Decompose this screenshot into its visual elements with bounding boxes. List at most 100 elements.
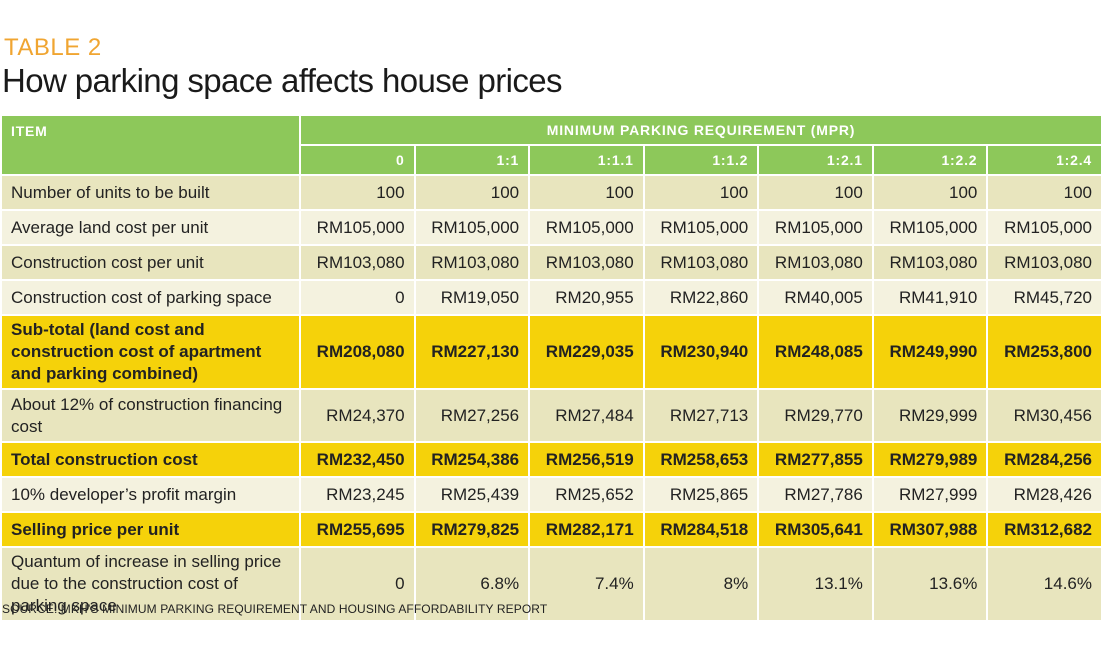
table-cell: RM230,940 xyxy=(643,315,760,390)
table-cell: RM105,000 xyxy=(529,210,645,246)
table-cell: RM25,652 xyxy=(529,477,645,513)
table-cell: RM27,999 xyxy=(872,477,989,513)
table-cell: RM30,456 xyxy=(987,389,1103,443)
mpr-column-header: 0 xyxy=(300,145,416,176)
table-cell: RM40,005 xyxy=(758,280,874,316)
table-cell: 13.6% xyxy=(872,547,989,622)
table-cell: RM229,035 xyxy=(529,315,645,390)
table-cell: RM45,720 xyxy=(987,280,1103,316)
table-cell: RM282,171 xyxy=(529,512,645,548)
table-cell: RM23,245 xyxy=(300,477,416,513)
table-cell: RM41,910 xyxy=(872,280,989,316)
table-cell: RM24,370 xyxy=(300,389,416,443)
table-cell: 100 xyxy=(758,175,874,211)
table-cell: 7.4% xyxy=(529,547,645,622)
table-cell: 100 xyxy=(300,175,416,211)
table-cell: RM103,080 xyxy=(872,245,989,281)
table-cell: RM103,080 xyxy=(987,245,1103,281)
table-cell: RM305,641 xyxy=(758,512,874,548)
table-cell: 100 xyxy=(414,175,531,211)
row-label: Construction cost per unit xyxy=(2,245,301,281)
table-cell: RM208,080 xyxy=(300,315,416,390)
table-cell: RM20,955 xyxy=(529,280,645,316)
mpr-column-header: 1:1 xyxy=(414,145,531,176)
row-label: Number of units to be built xyxy=(2,175,301,211)
table-cell: RM29,999 xyxy=(872,389,989,443)
table-cell: 14.6% xyxy=(987,547,1103,622)
mpr-column-header: 1:2.1 xyxy=(758,145,874,176)
row-label: About 12% of construction financing cost xyxy=(2,389,301,443)
table-cell: RM105,000 xyxy=(300,210,416,246)
table-cell: RM254,386 xyxy=(414,442,531,478)
table-cell: RM25,439 xyxy=(414,477,531,513)
table-cell: RM25,865 xyxy=(643,477,760,513)
row-label: Construction cost of parking space xyxy=(2,280,301,316)
table-cell: RM27,256 xyxy=(414,389,531,443)
table-row: Construction cost per unit RM103,080 RM103… xyxy=(2,245,1103,281)
table-cell: RM279,825 xyxy=(414,512,531,548)
table-cell: RM27,786 xyxy=(758,477,874,513)
table-row: Average land cost per unit RM105,000 RM105… xyxy=(2,210,1103,246)
table-cell: RM103,080 xyxy=(643,245,760,281)
table-cell: 0 xyxy=(300,547,416,622)
table-row: Quantum of increase in selling price due… xyxy=(2,547,1103,622)
table-cell: RM232,450 xyxy=(300,442,416,478)
table-cell: RM105,000 xyxy=(987,210,1103,246)
page-title: How parking space affects house prices xyxy=(2,62,563,99)
table-cell: RM27,713 xyxy=(643,389,760,443)
mpr-group-header: MINIMUM PARKING REQUIREMENT (MPR) xyxy=(300,116,1103,146)
table-cell: RM105,000 xyxy=(872,210,989,246)
table-cell: RM28,426 xyxy=(987,477,1103,513)
table-cell: 100 xyxy=(872,175,989,211)
table-cell: 8% xyxy=(643,547,760,622)
row-label: Sub-total (land cost and construction co… xyxy=(2,315,301,390)
table-row: Sub-total (land cost and construction co… xyxy=(2,315,1103,390)
row-label: Selling price per unit xyxy=(2,512,301,548)
table-cell: 6.8% xyxy=(414,547,531,622)
source-note: SOURCE: MKH’S MINIMUM PARKING REQUIREMEN… xyxy=(2,602,548,616)
table-cell: 0 xyxy=(300,280,416,316)
row-label: Quantum of increase in selling price due… xyxy=(2,547,301,622)
table-cell: RM279,989 xyxy=(872,442,989,478)
table-cell: RM258,653 xyxy=(643,442,760,478)
table-cell: RM253,800 xyxy=(987,315,1103,390)
table-row: Construction cost of parking space 0 RM19,… xyxy=(2,280,1103,316)
table-cell: RM227,130 xyxy=(414,315,531,390)
table-cell: RM256,519 xyxy=(529,442,645,478)
table-row: Number of units to be built 100 100 100 100 1… xyxy=(2,175,1103,211)
table-row: 10% developer’s profit margin RM23,245 RM2… xyxy=(2,477,1103,513)
table-cell: 100 xyxy=(529,175,645,211)
table-cell: RM284,256 xyxy=(987,442,1103,478)
mpr-column-header: 1:2.2 xyxy=(872,145,989,176)
table-cell: RM29,770 xyxy=(758,389,874,443)
table-cell: RM277,855 xyxy=(758,442,874,478)
table-cell: 100 xyxy=(643,175,760,211)
table-cell: RM103,080 xyxy=(758,245,874,281)
table-cell: RM105,000 xyxy=(758,210,874,246)
table-cell: RM19,050 xyxy=(414,280,531,316)
row-label: Average land cost per unit xyxy=(2,210,301,246)
parking-cost-table: ITEM MINIMUM PARKING REQUIREMENT (MPR) 0… xyxy=(2,116,1103,622)
table-cell: RM103,080 xyxy=(300,245,416,281)
row-label: Total construction cost xyxy=(2,442,301,478)
table-cell: 13.1% xyxy=(758,547,874,622)
table-row: Total construction cost RM232,450 RM254,38… xyxy=(2,442,1103,478)
table-cell: RM248,085 xyxy=(758,315,874,390)
table-cell: RM27,484 xyxy=(529,389,645,443)
mpr-column-header: 1:1.1 xyxy=(529,145,645,176)
item-column-header: ITEM xyxy=(2,116,301,176)
table-cell: RM284,518 xyxy=(643,512,760,548)
mpr-column-header: 1:1.2 xyxy=(643,145,760,176)
table-cell: RM22,860 xyxy=(643,280,760,316)
table-cell: RM103,080 xyxy=(414,245,531,281)
table-cell: RM307,988 xyxy=(872,512,989,548)
table-cell: 100 xyxy=(987,175,1103,211)
table-cell: RM103,080 xyxy=(529,245,645,281)
table-row: About 12% of construction financing cost… xyxy=(2,389,1103,443)
table-cell: RM105,000 xyxy=(643,210,760,246)
table-row: Selling price per unit RM255,695 RM279,825… xyxy=(2,512,1103,548)
row-label: 10% developer’s profit margin xyxy=(2,477,301,513)
table-cell: RM105,000 xyxy=(414,210,531,246)
mpr-column-header: 1:2.4 xyxy=(987,145,1103,176)
table-cell: RM312,682 xyxy=(987,512,1103,548)
